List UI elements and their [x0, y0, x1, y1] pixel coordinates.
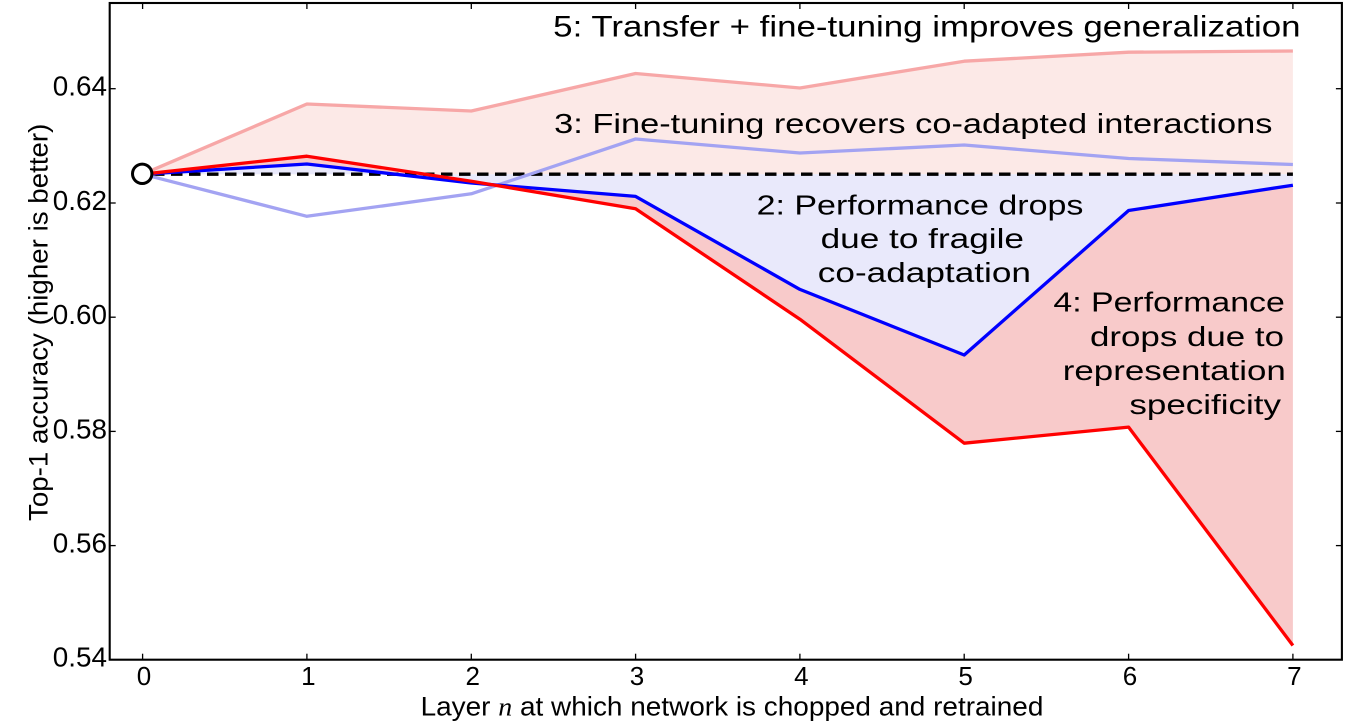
svg-text:7: 7 — [1287, 661, 1301, 691]
svg-text:0.64: 0.64 — [53, 71, 107, 102]
svg-text:3: 3 — [630, 661, 644, 691]
svg-text:4: 4 — [794, 661, 808, 691]
svg-text:specificity: specificity — [1129, 389, 1281, 420]
svg-text:co-adaptation: co-adaptation — [818, 257, 1031, 288]
svg-text:3: Fine-tuning recovers co-ada: 3: Fine-tuning recovers co-adapted inter… — [554, 108, 1272, 139]
svg-text:drops due to: drops due to — [1090, 321, 1284, 352]
svg-text:0.62: 0.62 — [53, 185, 107, 216]
svg-text:Top-1 accuracy (higher is bett: Top-1 accuracy (higher is better) — [24, 124, 54, 521]
svg-text:0.56: 0.56 — [53, 528, 107, 559]
svg-text:1: 1 — [301, 661, 315, 691]
svg-text:5: Transfer + fine-tuning impr: 5: Transfer + fine-tuning improves gener… — [553, 10, 1300, 43]
svg-text:2: Performance drops: 2: Performance drops — [757, 189, 1084, 220]
svg-text:due to fragile: due to fragile — [821, 223, 1024, 254]
svg-text:0.58: 0.58 — [53, 413, 107, 444]
svg-text:6: 6 — [1123, 661, 1137, 691]
svg-text:5: 5 — [958, 661, 972, 691]
svg-text:0.60: 0.60 — [53, 299, 107, 330]
svg-text:4: Performance: 4: Performance — [1053, 287, 1284, 318]
svg-text:0.54: 0.54 — [53, 642, 107, 673]
svg-text:0: 0 — [137, 661, 151, 691]
svg-text:Layer n at which network is ch: Layer n at which network is chopped and … — [421, 692, 1044, 722]
svg-text:representation: representation — [1063, 355, 1286, 386]
svg-text:2: 2 — [465, 661, 479, 691]
